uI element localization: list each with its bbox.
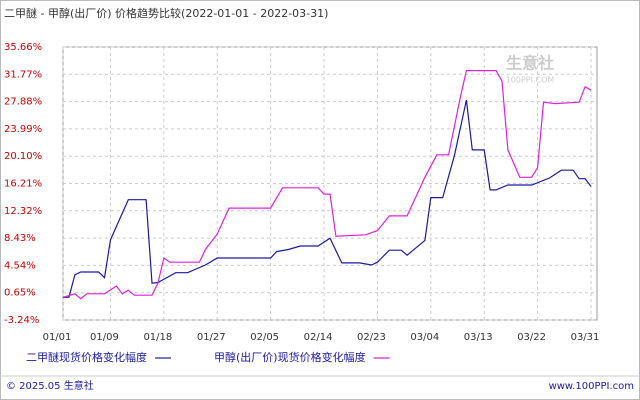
y-tick-label: 4.54% — [4, 260, 36, 271]
x-tick-label: 03/04 — [410, 332, 439, 343]
chart-title: 二甲醚 - 甲醇(出厂价) 价格趋势比较(2022-01-01 - 2022-0… — [4, 6, 328, 20]
y-tick-label: 31.77% — [4, 69, 42, 80]
series-line — [63, 99, 592, 298]
x-tick-label: 02/05 — [250, 332, 279, 343]
y-tick-label: 16.21% — [4, 179, 42, 190]
watermark-url: 100PPI.COM — [506, 76, 555, 85]
footer-right: www.100PPI.com — [549, 381, 634, 392]
x-tick-label: 03/13 — [464, 332, 493, 343]
legend-label: 二甲醚现货价格变化幅度 — [26, 350, 147, 364]
y-tick-label: 27.88% — [4, 97, 42, 108]
y-tick-label: -3.24% — [4, 315, 39, 326]
y-tick-label: 8.43% — [4, 233, 36, 244]
series-line — [62, 69, 592, 300]
legend-label: 甲醇(出厂价)现货价格变化幅度 — [214, 350, 366, 364]
x-tick-label: 02/14 — [304, 332, 333, 343]
x-tick-label: 01/01 — [43, 332, 72, 343]
footer-left: © 2025.05 生意社 — [6, 379, 94, 392]
x-tick-label: 02/23 — [357, 332, 386, 343]
y-tick-label: 20.10% — [4, 151, 42, 162]
y-tick-label: 12.32% — [4, 206, 42, 217]
watermark: 生意社 — [506, 54, 554, 73]
x-tick-label: 01/09 — [90, 332, 119, 343]
x-tick-label: 03/31 — [571, 332, 600, 343]
y-tick-label: 23.99% — [4, 124, 42, 135]
y-tick-label: 35.66% — [4, 42, 42, 53]
x-tick-label: 03/22 — [517, 332, 546, 343]
y-tick-label: 0.65% — [4, 288, 36, 299]
x-tick-label: 01/18 — [143, 332, 172, 343]
x-tick-label: 01/27 — [197, 332, 226, 343]
